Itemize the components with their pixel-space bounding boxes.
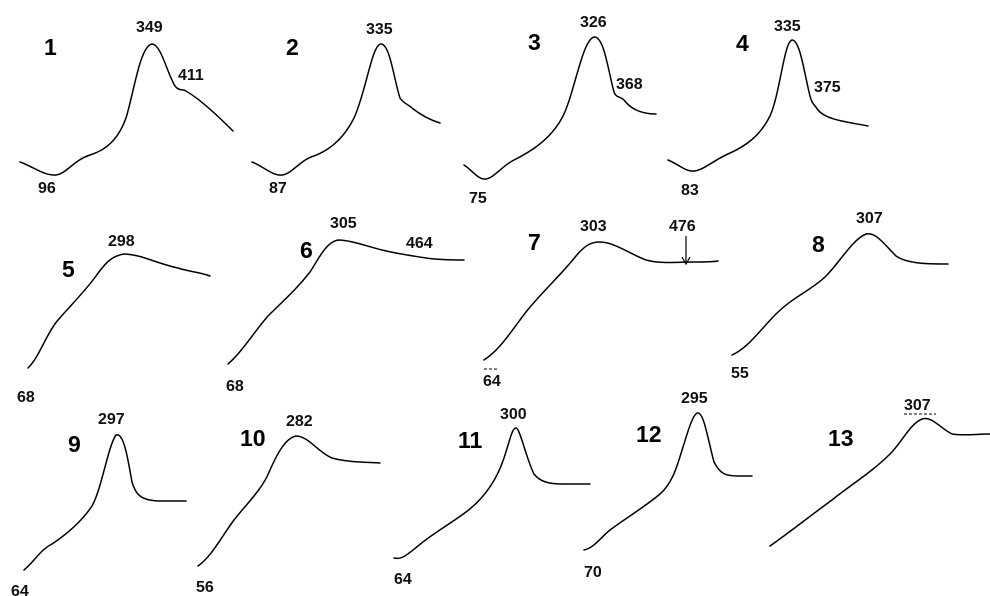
panel-13: 13 307	[769, 397, 990, 547]
minimum-label: 68	[17, 389, 35, 406]
maximum-label: 335	[366, 21, 393, 38]
panel-number: 5	[62, 256, 75, 282]
maximum-label: 307	[904, 397, 931, 414]
spectrum-curve-6	[227, 239, 465, 365]
panel-1: 1 349 411 96	[19, 19, 234, 197]
spectrum-curve-10	[197, 435, 381, 567]
spectrum-curve-3	[463, 36, 657, 180]
shoulder-label: 411	[178, 67, 204, 84]
panel-number: 2	[286, 34, 299, 60]
panel-number: 8	[812, 231, 825, 257]
spectrum-curve-7	[483, 241, 719, 361]
panel-number: 12	[636, 421, 662, 447]
maximum-label: 303	[580, 218, 607, 235]
panel-10: 10 282 56	[196, 413, 381, 596]
minimum-label: 87	[269, 180, 287, 197]
minimum-label: 70	[584, 564, 602, 581]
minimum-label: 75	[469, 190, 487, 207]
maximum-label: 335	[774, 18, 801, 35]
maximum-label: 282	[286, 413, 313, 430]
maximum-label: 307	[856, 210, 883, 227]
spectrum-curve-2	[251, 43, 441, 176]
panel-7: 7 303 476 64	[483, 218, 719, 390]
maximum-label: 297	[98, 411, 125, 428]
panel-4: 4 335 375 83	[667, 18, 869, 199]
panel-3: 3 326 368 75	[463, 14, 657, 207]
minimum-label: 83	[681, 182, 699, 199]
panel-11: 11 300 64	[393, 406, 591, 588]
shoulder-label: 368	[616, 76, 643, 93]
spectrum-curve-5	[27, 253, 211, 369]
minimum-label: 55	[731, 365, 749, 382]
spectrum-curve-4	[667, 39, 869, 172]
panel-number: 10	[240, 425, 266, 451]
minimum-label: 64	[394, 571, 412, 588]
shoulder-label: 464	[406, 235, 433, 252]
spectrum-curve-9	[23, 434, 187, 571]
spectrum-curve-8	[731, 233, 949, 356]
panel-number: 1	[44, 34, 57, 60]
minimum-label: 96	[38, 180, 56, 197]
panel-2: 2 335 87	[251, 21, 441, 197]
spectrum-curve-11	[393, 427, 591, 560]
panel-number: 7	[528, 229, 541, 255]
minimum-label: 64	[483, 373, 501, 390]
panel-6: 6 305 464 68	[226, 215, 465, 395]
panel-8: 8 307 55	[731, 210, 949, 382]
minimum-label: 68	[226, 378, 244, 395]
panel-number: 4	[736, 30, 749, 56]
spectrum-curve-13	[769, 417, 990, 547]
minimum-label: 56	[196, 579, 214, 596]
maximum-label: 295	[681, 390, 708, 407]
spectrum-curve-1	[19, 43, 234, 176]
panel-number: 3	[528, 29, 541, 55]
maximum-label: 326	[580, 14, 607, 31]
panel-9: 9 297 64	[11, 411, 187, 596]
maximum-label: 300	[500, 406, 527, 423]
shoulder-label: 375	[814, 79, 841, 96]
maximum-label: 298	[108, 233, 135, 250]
arrow-label: 476	[669, 218, 696, 235]
maximum-label: 349	[136, 19, 163, 36]
panel-number: 13	[828, 425, 854, 451]
panel-number: 6	[300, 237, 313, 263]
panel-number: 11	[458, 427, 483, 453]
panel-number: 9	[68, 431, 81, 457]
panel-12: 12 295 70	[583, 390, 753, 581]
spectrum-curve-12	[583, 412, 753, 551]
panel-5: 5 298 68	[17, 233, 211, 406]
maximum-label: 305	[330, 215, 357, 232]
minimum-label: 64	[11, 583, 29, 596]
arrow-down-icon	[681, 236, 691, 266]
